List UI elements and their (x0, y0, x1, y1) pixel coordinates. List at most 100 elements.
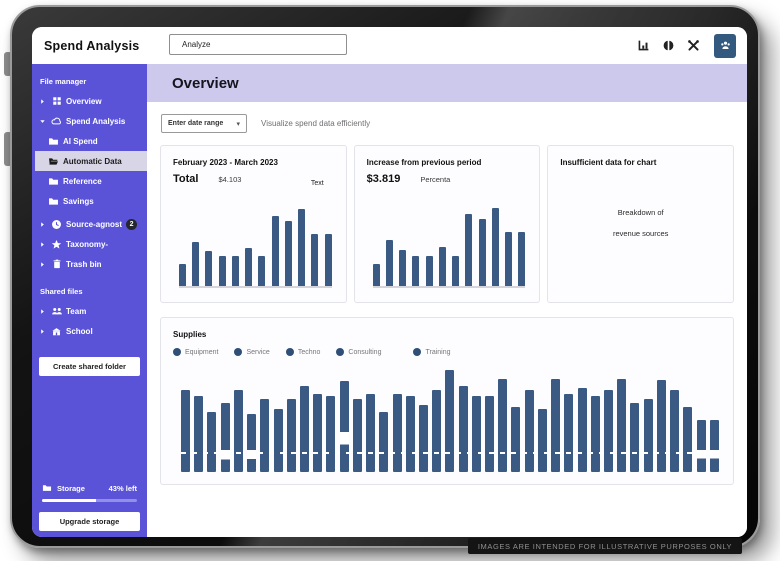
sidebar-item-reference[interactable]: Reference (32, 171, 147, 191)
tablet-frame: Spend Analysis (10, 5, 760, 548)
bar (617, 379, 627, 472)
bar (326, 396, 336, 472)
empty-chart-message: Breakdown of revenue sources (548, 208, 733, 250)
controls-row: Enter date range ▾ Visualize spend data … (161, 114, 747, 133)
supplies-card: Supplies Equipment Service Techno Consul… (160, 317, 734, 485)
date-range-value: Enter date range (168, 120, 224, 127)
stat-secondary: Percenta (420, 175, 451, 184)
sidebar-item-label: Taxonomy- (66, 239, 109, 249)
bar (471, 396, 481, 472)
bar (709, 420, 719, 472)
bar (245, 247, 253, 286)
school-icon (50, 326, 63, 337)
star-icon (50, 239, 63, 250)
sidebar-item-savings[interactable]: Savings (32, 191, 147, 211)
bar (630, 402, 640, 472)
empty-line-2: revenue sources (612, 229, 669, 238)
bar (181, 389, 190, 472)
legend-item-techno[interactable]: Techno (285, 348, 320, 356)
legend-item-training[interactable]: Training (413, 348, 451, 356)
create-shared-folder-button[interactable]: Create shared folder (39, 357, 140, 376)
sidebar-section-label: Shared files (40, 287, 83, 296)
sidebar-item-trash-bin[interactable]: Trash bin (32, 254, 147, 274)
bar (207, 411, 217, 472)
legend-item-service[interactable]: Service (234, 348, 270, 356)
sidebar-item-automatic-data[interactable]: Automatic Data (35, 151, 147, 171)
storage-block: Storage 43% left Upgrade storage (32, 483, 147, 531)
chevron-right-icon (38, 98, 47, 105)
disclaimer-strip: IMAGES ARE INTENDED FOR ILLUSTRATIVE PUR… (468, 538, 742, 554)
sidebar-item-label: Spend Analysis (66, 116, 126, 126)
bar (313, 394, 323, 472)
sidebar-item-label: Overview (66, 96, 102, 106)
bar (465, 214, 473, 286)
bar (564, 394, 574, 472)
bar (656, 380, 666, 472)
bar (518, 232, 526, 286)
bar (179, 263, 186, 286)
chevron-down-icon (38, 118, 47, 125)
increase-bar-chart (372, 206, 526, 288)
page-header: Overview (147, 64, 747, 102)
count-badge: 2 (126, 218, 138, 230)
sidebar-item-label: Team (66, 306, 87, 316)
sidebar-item-school[interactable]: School (32, 321, 147, 341)
bar (218, 256, 226, 286)
bar (258, 256, 266, 286)
device-volume-button (4, 132, 12, 166)
storage-remaining: 43% left (108, 483, 137, 493)
bar (405, 396, 415, 472)
disclaimer-text: IMAGES ARE INTENDED FOR ILLUSTRATIVE PUR… (477, 541, 733, 551)
date-range-select[interactable]: Enter date range ▾ (161, 114, 247, 133)
bar (524, 389, 534, 472)
legend-item-consulting[interactable]: Consulting (336, 348, 381, 356)
bar (505, 232, 513, 286)
folder-icon (47, 136, 60, 147)
card-title: February 2023 - March 2023 (173, 158, 278, 167)
sidebar-item-spend-analysis[interactable]: Spend Analysis (32, 111, 147, 131)
contrast-icon[interactable] (661, 39, 675, 53)
increase-card: Increase from previous period $3.819 Per… (353, 145, 541, 303)
user-group-icon (720, 41, 730, 49)
sidebar-item-ai-spend[interactable]: AI Spend (32, 131, 147, 151)
bar (231, 256, 239, 286)
sidebar-item-label: School (66, 326, 93, 336)
bar (458, 385, 468, 472)
sidebar: File manager Overview Spend Analysis AI … (32, 64, 147, 537)
bar (192, 242, 200, 286)
legend-dot-icon (234, 348, 243, 356)
search-input[interactable] (169, 34, 347, 55)
legend-dot-icon (285, 348, 294, 356)
chart-legend: Equipment Service Techno Consulting Trai… (173, 348, 721, 356)
sidebar-item-source-agnostic[interactable]: Source-agnost 2 (32, 214, 147, 234)
storage-progress-fill (42, 499, 97, 502)
sidebar-item-overview[interactable]: Overview (32, 91, 147, 111)
analytics-icon[interactable] (636, 39, 650, 53)
team-icon (50, 305, 63, 317)
sidebar-item-team[interactable]: Team (32, 301, 147, 321)
total-spend-card: February 2023 - March 2023 Total $4.103 … (160, 145, 347, 303)
bar (284, 221, 292, 286)
stat-primary: Total (173, 173, 199, 185)
bar (590, 396, 600, 472)
card-title: Increase from previous period (366, 158, 482, 167)
bar (220, 402, 230, 472)
storage-folder-icon (42, 483, 52, 493)
upgrade-storage-button[interactable]: Upgrade storage (39, 512, 140, 531)
bar (260, 398, 270, 472)
panel-toggle-button[interactable] (714, 33, 736, 58)
supplies-bar-chart (181, 364, 719, 472)
bar (696, 420, 706, 472)
bar (432, 389, 442, 472)
sidebar-item-label: Automatic Data (63, 156, 122, 166)
sidebar-item-label: Trash bin (66, 259, 102, 269)
empty-line-1: Breakdown of (617, 208, 664, 217)
bar (392, 394, 402, 472)
bar (452, 255, 460, 286)
tools-icon[interactable] (686, 39, 700, 53)
legend-item-equipment[interactable]: Equipment (173, 348, 218, 356)
chevron-right-icon (38, 241, 47, 248)
sidebar-item-label: Source-agnost (66, 219, 123, 229)
sidebar-item-taxonomy[interactable]: Taxonomy- (32, 234, 147, 254)
